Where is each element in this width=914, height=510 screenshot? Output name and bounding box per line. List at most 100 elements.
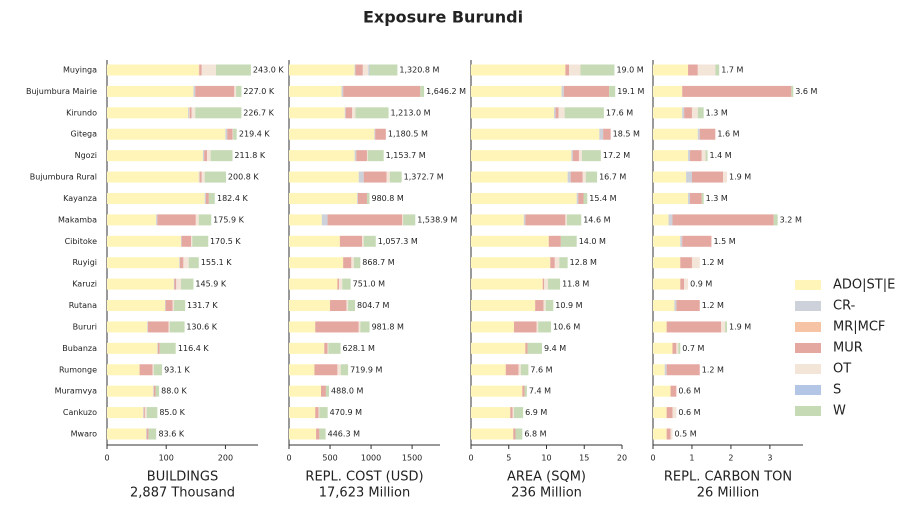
bar-segment (181, 235, 182, 247)
x-tick-label: 0 (286, 454, 291, 463)
x-axis-label: REPL. CARBON TON (664, 470, 792, 485)
bar-segment (369, 64, 398, 76)
bar-segment (345, 107, 353, 119)
bar-segment (107, 407, 144, 419)
bar-segment (195, 85, 235, 97)
bar-segment (191, 235, 193, 247)
bar-segment (576, 192, 579, 204)
bar-segment (314, 364, 338, 376)
x-axis-label: AREA (SQM) (507, 470, 586, 485)
bar-segment (653, 407, 667, 419)
bar-segment (653, 321, 667, 333)
x-axis-subtitle: 17,623 Million (319, 486, 410, 501)
bar-segment (353, 257, 361, 269)
bar-segment (550, 257, 555, 269)
total-label: 1,213.0 M (391, 108, 431, 117)
bar-segment (107, 300, 166, 312)
bar-segment (680, 278, 685, 290)
bar-segment (471, 150, 572, 162)
bar-segment (566, 214, 582, 226)
total-label: 628.1 M (343, 344, 375, 353)
bar-segment (289, 364, 315, 376)
x-tick-label: 1500 (402, 454, 422, 463)
bar-segment (725, 321, 728, 333)
bar-segment (773, 214, 778, 226)
bar-segment (358, 321, 361, 333)
total-label: 9.4 M (544, 344, 566, 353)
bar-segment (548, 235, 561, 247)
category-label: Karuzi (72, 280, 97, 289)
bar-segment (691, 107, 698, 119)
bar-segment (420, 85, 425, 97)
bar-segment (234, 85, 237, 97)
bar-segment (153, 364, 163, 376)
total-label: 1.5 M (713, 237, 735, 246)
x-tick-label: 20 (617, 454, 627, 463)
bar-segment (210, 150, 233, 162)
bar-segment (169, 321, 185, 333)
bar-segment (525, 214, 566, 226)
bar-segment (107, 278, 174, 290)
bar-segment (181, 278, 194, 290)
legend-label: ADO|ST|E (833, 278, 895, 293)
bar-segment (330, 300, 347, 312)
bar-segment (514, 321, 537, 333)
bar-segment (318, 407, 320, 419)
category-label: Bururi (73, 322, 97, 331)
bar-segment (289, 235, 340, 247)
bar-segment (375, 128, 386, 140)
category-label: Bubanza (62, 344, 97, 353)
bar-segment (510, 407, 513, 419)
bar-segment (198, 171, 200, 183)
bar-segment (363, 235, 376, 247)
bar-segment (684, 278, 689, 290)
x-axis-label: REPL. COST (USD) (305, 470, 423, 485)
bar-segment (289, 428, 317, 440)
category-label: Makamba (58, 215, 97, 224)
bar-segment (204, 192, 206, 204)
bar-segment (202, 150, 205, 162)
bar-segment (559, 257, 568, 269)
bar-segment (215, 64, 251, 76)
bar-segment (340, 364, 349, 376)
bar-segment (189, 107, 192, 119)
bar-segment (289, 171, 359, 183)
bar-segment (653, 150, 689, 162)
total-label: 17.2 M (603, 151, 630, 160)
bar-segment (188, 107, 190, 119)
x-tick-label: 100 (159, 454, 174, 463)
bar-segment (653, 128, 698, 140)
bar-segment (578, 192, 584, 204)
bar-segment (173, 300, 186, 312)
bar-segment (199, 171, 202, 183)
total-label: 14.0 M (579, 237, 606, 246)
bar-segment (146, 428, 149, 440)
bar-segment (697, 128, 700, 140)
total-label: 0.9 M (690, 280, 712, 289)
bar-segment (362, 235, 364, 247)
bar-segment (208, 192, 215, 204)
bar-segment (289, 64, 355, 76)
bar-segment (344, 107, 346, 119)
total-label: 83.6 K (159, 430, 185, 439)
bar-segment (520, 364, 529, 376)
bar-segment (560, 235, 577, 247)
bar-segment (471, 107, 555, 119)
bar-segment (518, 364, 521, 376)
bar-segment (146, 428, 147, 440)
total-label: 175.9 K (213, 215, 244, 224)
total-label: 85.0 K (159, 408, 185, 417)
category-label: Cankuzo (63, 408, 97, 417)
bar-segment (176, 278, 182, 290)
bar-segment (471, 364, 506, 376)
bar-segment (664, 364, 667, 376)
bar-segment (705, 150, 708, 162)
total-label: 155.1 K (201, 258, 232, 267)
bar-segment (107, 150, 203, 162)
total-label: 1.3 M (706, 194, 728, 203)
bar-segment (672, 214, 774, 226)
total-label: 227.0 K (243, 87, 274, 96)
x-tick-label: 15 (579, 454, 589, 463)
bar-segment (147, 321, 169, 333)
x-axis-subtitle: 26 Million (697, 486, 760, 501)
